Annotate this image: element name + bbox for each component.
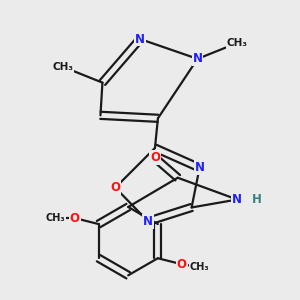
Text: O: O (110, 181, 120, 194)
Text: N: N (143, 215, 153, 228)
Text: N: N (135, 32, 145, 46)
Text: N: N (194, 161, 205, 174)
Text: CH₃: CH₃ (190, 262, 209, 272)
Text: H: H (252, 193, 262, 206)
Text: O: O (70, 212, 80, 225)
Text: O: O (150, 152, 160, 164)
Text: CH₃: CH₃ (52, 62, 73, 72)
Text: N: N (232, 193, 242, 206)
Text: CH₃: CH₃ (46, 213, 65, 223)
Text: O: O (177, 258, 187, 271)
Text: N: N (193, 52, 202, 65)
Text: CH₃: CH₃ (227, 38, 248, 48)
